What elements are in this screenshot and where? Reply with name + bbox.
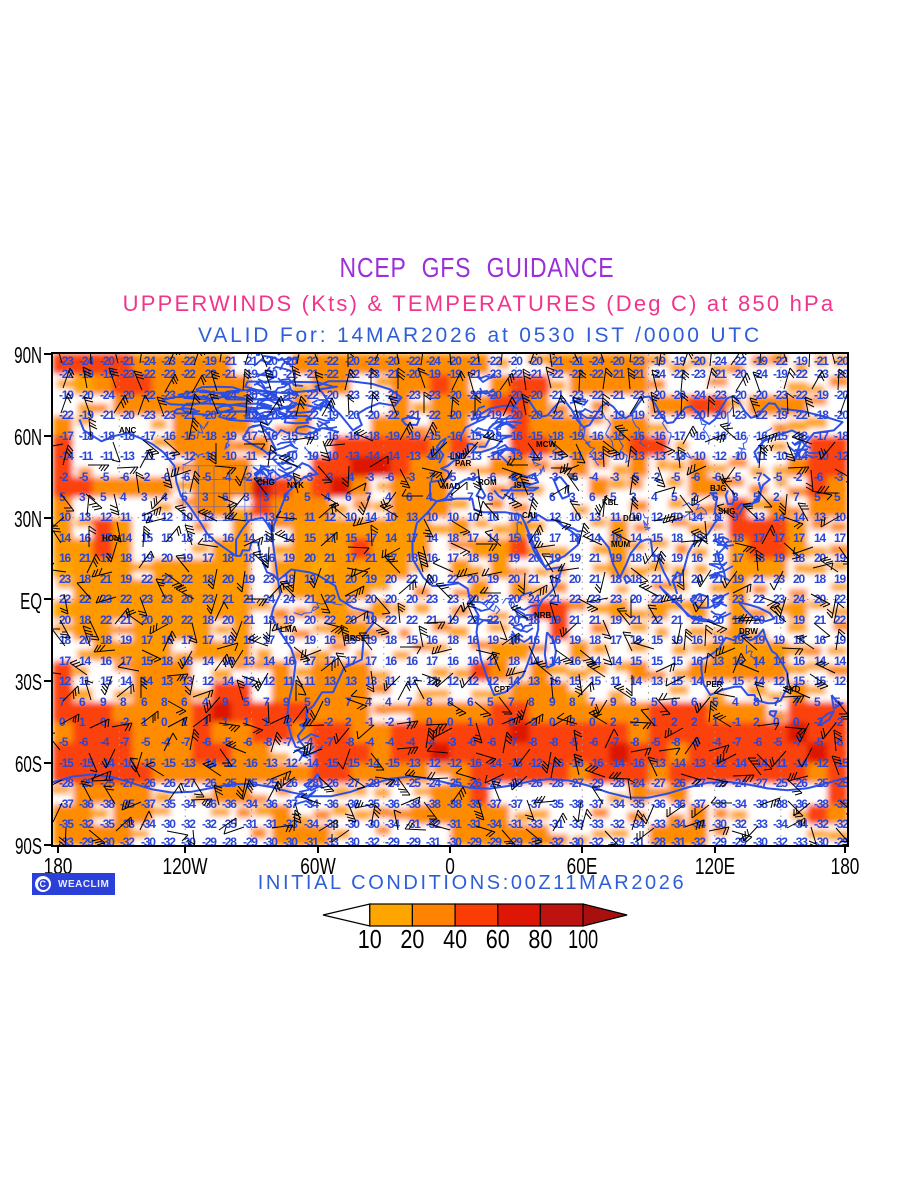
svg-text:-23: -23 [161, 354, 176, 368]
svg-text:20: 20 [400, 924, 424, 954]
svg-text:100: 100 [568, 924, 598, 954]
svg-text:-20: -20 [100, 354, 115, 368]
svg-text:60: 60 [486, 924, 510, 954]
svg-text:-21: -21 [222, 354, 237, 368]
svg-text:-23: -23 [59, 354, 74, 368]
svg-text:-24: -24 [141, 354, 156, 368]
svg-text:40: 40 [443, 924, 467, 954]
svg-text:80: 80 [528, 924, 552, 954]
svg-text:-22: -22 [181, 354, 196, 368]
svg-text:-24: -24 [79, 354, 94, 368]
svg-text:10: 10 [358, 924, 382, 954]
svg-text:-19: -19 [202, 354, 217, 368]
svg-text:-20: -20 [283, 354, 298, 368]
svg-text:-20: -20 [263, 354, 278, 368]
svg-text:-21: -21 [120, 354, 135, 368]
